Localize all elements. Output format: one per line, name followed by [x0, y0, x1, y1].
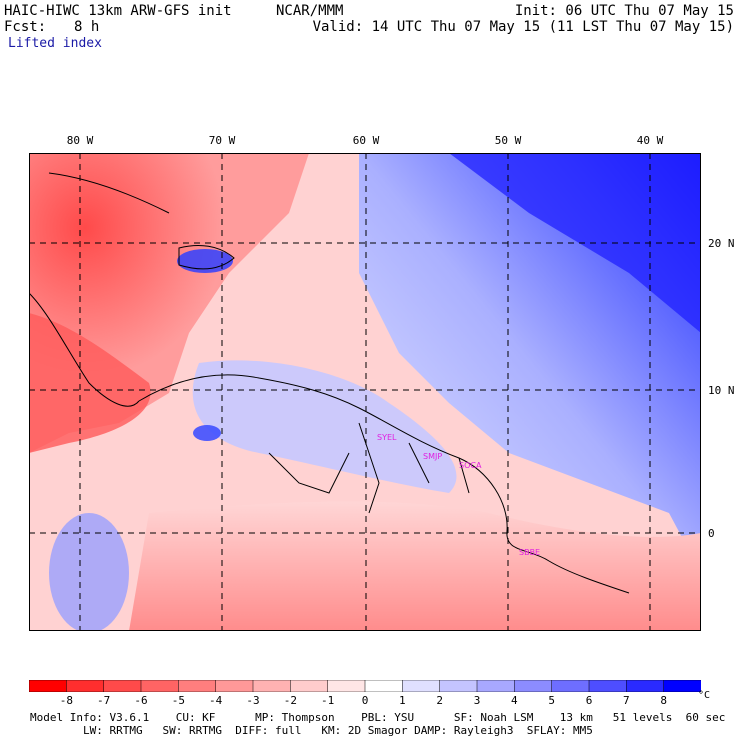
footer-model-info-line1: Model Info: V3.6.1 CU: KF MP: Thompson P…: [30, 711, 726, 724]
coastline-hispaniola: [178, 245, 235, 270]
colorbar-swatch: [252, 680, 292, 692]
unstable-core-central-america: [29, 313, 151, 453]
colorbar-swatch: [439, 680, 478, 692]
colorbar-swatch: [514, 680, 553, 692]
colorbar-tick-label: 4: [511, 694, 518, 707]
lon-label-80w: 80 W: [66, 134, 94, 147]
city-label-sbbe: SBBE: [519, 548, 541, 557]
init-time: Init: 06 UTC Thu 07 May 15: [514, 3, 734, 19]
lat-label-10n: 10 N: [708, 384, 735, 397]
colorbar-tick-label: -5: [171, 694, 185, 707]
colorbar-tick-label: 7: [623, 694, 630, 707]
lat-label-0: 0: [708, 527, 715, 540]
fcst-label: Fcst:: [4, 19, 47, 35]
colorbar-swatch: [290, 680, 329, 692]
colorbar-tick-label: -1: [321, 694, 335, 707]
field-name: Lifted index: [8, 36, 102, 51]
colorbar-tick-label: 2: [436, 694, 443, 707]
colorbar-swatch: [29, 680, 68, 692]
colorbar-swatch: [103, 680, 142, 692]
border-lines: [268, 422, 470, 514]
model-title: HAIC-HIWC 13km ARW-GFS init: [4, 3, 232, 19]
lifted-index-map: [29, 153, 701, 631]
strong-stable-core: [449, 153, 701, 333]
colorbar-swatch: [66, 680, 105, 692]
colorbar-tick-label: -3: [246, 694, 260, 707]
map-frame: [29, 153, 701, 631]
colorbar-tick-label: -7: [97, 694, 111, 707]
colorbar-unit: °C: [698, 690, 711, 701]
city-label-smjp: SMJP: [423, 452, 443, 461]
lat-label-20n: 20 N: [708, 237, 735, 250]
coastline-cuba: [48, 172, 170, 214]
colorbar-tick-label: -2: [283, 694, 297, 707]
colorbar-tick-label: -4: [209, 694, 223, 707]
colorbar-swatch: [588, 680, 628, 692]
stable-patch-maracaibo: [193, 425, 221, 441]
stable-patch-hispaniola: [177, 249, 233, 273]
colorbar-swatch: [140, 680, 180, 692]
colorbar: [29, 680, 701, 692]
colorbar-tick-label: 5: [548, 694, 555, 707]
colorbar-tick-label: -6: [134, 694, 148, 707]
lon-label-70w: 70 W: [208, 134, 236, 147]
city-label-soca: SOCA: [459, 461, 482, 470]
lon-label-60w: 60 W: [352, 134, 380, 147]
lon-label-50w: 50 W: [494, 134, 522, 147]
valid-time: Valid: 14 UTC Thu 07 May 15 (11 LST Thu …: [312, 19, 734, 35]
colorbar-swatch: [364, 680, 404, 692]
colorbar-tick-label: 8: [660, 694, 667, 707]
city-label-syel: SYEL: [377, 433, 397, 442]
colorbar-swatch: [402, 680, 441, 692]
colorbar-tick-label: 3: [473, 694, 481, 707]
coastline-south-america: [138, 374, 630, 594]
colorbar-swatch: [215, 680, 254, 692]
colorbar-swatch: [551, 680, 590, 692]
org-label: NCAR/MMM: [276, 3, 344, 19]
lon-label-40w: 40 W: [636, 134, 664, 147]
colorbar-tick-label: -8: [59, 694, 73, 707]
colorbar-tick-label: 1: [399, 694, 406, 707]
colorbar-tick-label: 0: [361, 694, 369, 707]
colorbar-swatch: [178, 680, 217, 692]
footer-model-info-line2: LW: RRTMG SW: RRTMG DIFF: full KM: 2D Sm…: [30, 724, 593, 737]
colorbar-swatch: [476, 680, 516, 692]
colorbar-swatch: [626, 680, 665, 692]
colorbar-swatch: [663, 680, 701, 692]
stable-band-caribbean: [192, 360, 457, 493]
coastline-central-america: [29, 292, 140, 407]
stable-patch-colombia: [49, 513, 129, 631]
colorbar-tick-label: 6: [585, 694, 593, 707]
unstable-region-south: [129, 501, 701, 631]
fcst-value: 8 h: [74, 19, 100, 35]
colorbar-swatch: [327, 680, 366, 692]
